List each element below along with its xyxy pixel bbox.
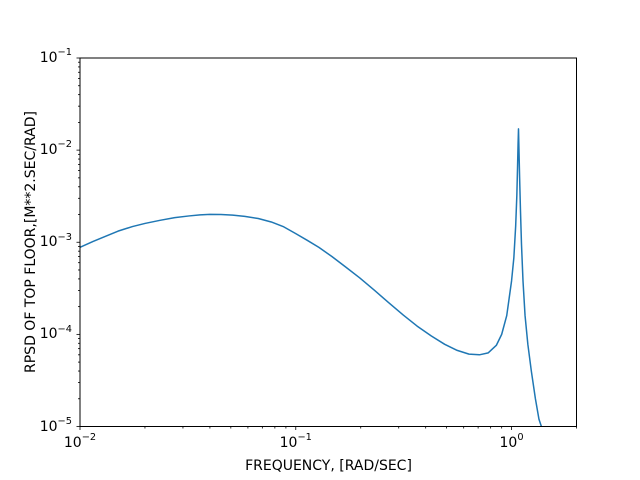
rpsd-curve <box>80 128 543 427</box>
tick-marks <box>76 57 577 430</box>
plot-border <box>79 57 577 427</box>
